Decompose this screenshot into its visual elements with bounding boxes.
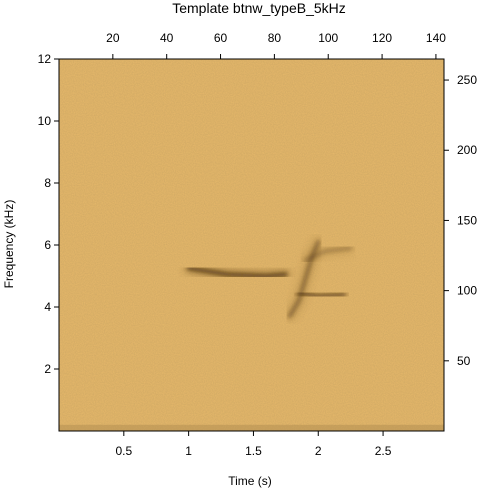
x-axis-label: Time (s): [228, 474, 272, 488]
top-tick-label: 80: [268, 31, 282, 45]
right-tick-label: 100: [457, 284, 477, 298]
x-tick-label: 0.5: [115, 444, 132, 458]
right-tick-label: 50: [457, 354, 471, 368]
y-tick-label: 8: [44, 176, 51, 190]
top-tick-label: 140: [426, 31, 446, 45]
signal-layer: [184, 237, 356, 321]
y-axis-right: 50 100 150 200 250: [444, 73, 477, 368]
top-tick-label: 100: [318, 31, 338, 45]
top-tick-label: 20: [106, 31, 120, 45]
top-tick-label: 120: [372, 31, 392, 45]
x-tick-label: 2: [315, 444, 322, 458]
y-axis-label: Frequency (kHz): [2, 200, 16, 289]
signal-stroke: [186, 266, 288, 278]
y-tick-label: 4: [44, 300, 51, 314]
right-tick-label: 200: [457, 143, 477, 157]
y-axis-left: 2 4 6 8 10 12: [38, 52, 59, 376]
plot-area: [58, 58, 445, 432]
top-tick-label: 60: [214, 31, 228, 45]
spectrogram-noise: [59, 59, 444, 431]
top-tick-label: 40: [160, 31, 174, 45]
x-tick-label: 1.5: [245, 444, 262, 458]
y-tick-label: 12: [38, 52, 52, 66]
x-tick-label: 2.5: [375, 444, 392, 458]
low-frequency-band: [59, 424, 444, 431]
x-axis-top: 20 40 60 80 100 120 140: [106, 31, 446, 59]
y-tick-label: 2: [44, 362, 51, 376]
chart-title: Template btnw_typeB_5kHz: [172, 0, 346, 16]
right-tick-label: 150: [457, 213, 477, 227]
signal-stroke: [303, 246, 353, 263]
y-tick-label: 10: [38, 114, 52, 128]
x-axis-bottom: 0.5 1 1.5 2 2.5: [115, 431, 392, 458]
y-tick-label: 6: [44, 238, 51, 252]
right-tick-label: 250: [457, 73, 477, 87]
x-tick-label: 1: [185, 444, 192, 458]
